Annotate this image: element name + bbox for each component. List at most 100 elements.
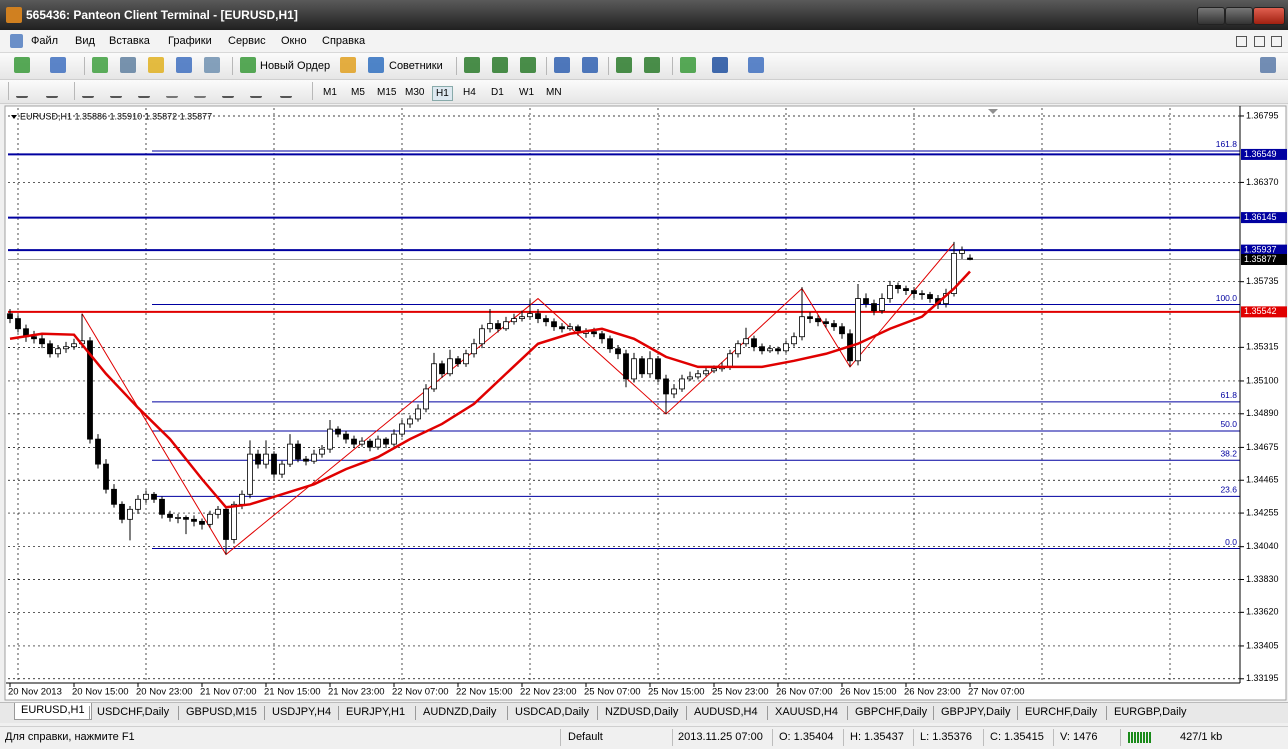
toolbar-button[interactable]	[92, 57, 108, 73]
y-tick-label: 1.34465	[1246, 475, 1279, 485]
chart-tab[interactable]: EURGBP,Daily	[1114, 706, 1187, 718]
moving-average	[9, 270, 971, 509]
drawing-tool[interactable]	[46, 84, 58, 98]
maximize-button[interactable]	[1225, 7, 1253, 25]
status-text: H: 1.35437	[850, 731, 904, 743]
new-order-label[interactable]: Новый Ордер	[260, 60, 331, 72]
tab-separator	[686, 706, 687, 720]
toolbar-button[interactable]	[616, 57, 632, 73]
price-label: 1.35937	[1244, 244, 1277, 254]
toolbar-button[interactable]	[176, 57, 192, 73]
mdi-button[interactable]	[1271, 36, 1282, 47]
period-button[interactable]: D1	[491, 87, 504, 98]
drawing-tool[interactable]	[110, 84, 122, 98]
candle-body	[415, 408, 421, 420]
toolbar-button[interactable]	[492, 57, 508, 73]
period-button[interactable]: M30	[405, 87, 425, 98]
tab-separator	[89, 706, 90, 720]
drawing-tool[interactable]	[280, 84, 292, 98]
chart-tab[interactable]: EURJPY,H1	[346, 706, 406, 718]
menu-item[interactable]: Сервис	[228, 35, 266, 47]
chart-tab[interactable]: EURUSD,H1	[14, 703, 92, 720]
chart-tab[interactable]: USDCHF,Daily	[97, 706, 170, 718]
toolbar-button[interactable]	[712, 57, 728, 73]
header-arrow	[11, 115, 17, 119]
period-button[interactable]: H1	[432, 86, 453, 101]
experts-label[interactable]: Советники	[389, 60, 443, 72]
menu-item[interactable]: Вид	[75, 35, 95, 47]
status-divider	[843, 729, 844, 746]
candle-body	[183, 517, 189, 520]
toolbar-button[interactable]	[340, 57, 356, 73]
drawing-tool[interactable]	[250, 84, 262, 98]
chart-tab[interactable]: GBPJPY,Daily	[941, 706, 1011, 718]
chart-tab[interactable]: AUDNZD,Daily	[423, 706, 497, 718]
candle-body	[695, 373, 701, 378]
toolbar-button[interactable]	[520, 57, 536, 73]
toolbar-button[interactable]	[204, 57, 220, 73]
chart-tab[interactable]: USDCAD,Daily	[515, 706, 589, 718]
candle-body	[807, 316, 813, 319]
toolbar-button[interactable]	[120, 57, 136, 73]
candle-body	[215, 508, 221, 515]
menu-item[interactable]: Справка	[322, 35, 366, 47]
candle-body	[487, 323, 493, 330]
menu-item[interactable]: Окно	[281, 35, 307, 47]
toolbar-button[interactable]	[748, 57, 764, 73]
toolbar-button[interactable]	[680, 57, 696, 73]
drawing-tool[interactable]	[222, 84, 234, 98]
toolbar-button[interactable]	[1260, 57, 1276, 73]
toolbar-button[interactable]	[14, 57, 30, 73]
tab-separator	[264, 706, 265, 720]
toolbar-button[interactable]	[582, 57, 598, 73]
chart-tab[interactable]: GBPUSD,M15	[186, 706, 257, 718]
tab-separator	[597, 706, 598, 720]
period-button[interactable]: M1	[323, 87, 337, 98]
status-divider	[1053, 729, 1054, 746]
minimize-button[interactable]	[1197, 7, 1225, 25]
drawing-tool[interactable]	[82, 84, 94, 98]
candle-body	[159, 498, 165, 515]
period-button[interactable]: MN	[546, 87, 562, 98]
toolbar-button[interactable]	[240, 57, 256, 73]
drawing-tool[interactable]	[138, 84, 150, 98]
candle-body	[639, 358, 645, 375]
candle-body	[167, 513, 173, 518]
chart-tab[interactable]: EURCHF,Daily	[1025, 706, 1098, 718]
toolbar-button[interactable]	[148, 57, 164, 73]
chart-tab[interactable]: USDJPY,H4	[272, 706, 332, 718]
toolbar-button[interactable]	[50, 57, 66, 73]
mdi-button[interactable]	[1236, 36, 1247, 47]
tab-separator	[507, 706, 508, 720]
drawing-tool[interactable]	[194, 84, 206, 98]
period-button[interactable]: M15	[377, 87, 397, 98]
candle-body	[799, 316, 805, 338]
chart-tab[interactable]: NZDUSD,Daily	[605, 706, 679, 718]
price-label: 1.35542	[1244, 306, 1277, 316]
chart-tab[interactable]: GBPCHF,Daily	[855, 706, 928, 718]
menu-item[interactable]: Вставка	[109, 35, 150, 47]
separator	[672, 57, 673, 75]
candle-body	[735, 343, 741, 355]
close-button[interactable]	[1253, 7, 1285, 25]
chart-tab[interactable]: AUDUSD,H4	[694, 706, 758, 718]
toolbar-button[interactable]	[368, 57, 384, 73]
candle-body	[207, 513, 213, 525]
toolbar-button[interactable]	[644, 57, 660, 73]
candle-body	[927, 294, 933, 299]
mdi-button[interactable]	[1254, 36, 1265, 47]
drawing-tool[interactable]	[16, 84, 28, 98]
candle-body	[559, 326, 565, 330]
menu-item[interactable]: Графики	[168, 35, 212, 47]
chart-tab[interactable]: XAUUSD,H4	[775, 706, 838, 718]
candle-body	[47, 343, 53, 355]
toolbar-button[interactable]	[464, 57, 480, 73]
candle-body	[135, 498, 141, 510]
toolbar-button[interactable]	[554, 57, 570, 73]
drawing-tool[interactable]	[166, 84, 178, 98]
period-button[interactable]: W1	[519, 87, 534, 98]
period-button[interactable]: H4	[463, 87, 476, 98]
menu-item[interactable]: Файл	[31, 35, 59, 47]
period-button[interactable]: M5	[351, 87, 365, 98]
candle-body	[607, 338, 613, 350]
